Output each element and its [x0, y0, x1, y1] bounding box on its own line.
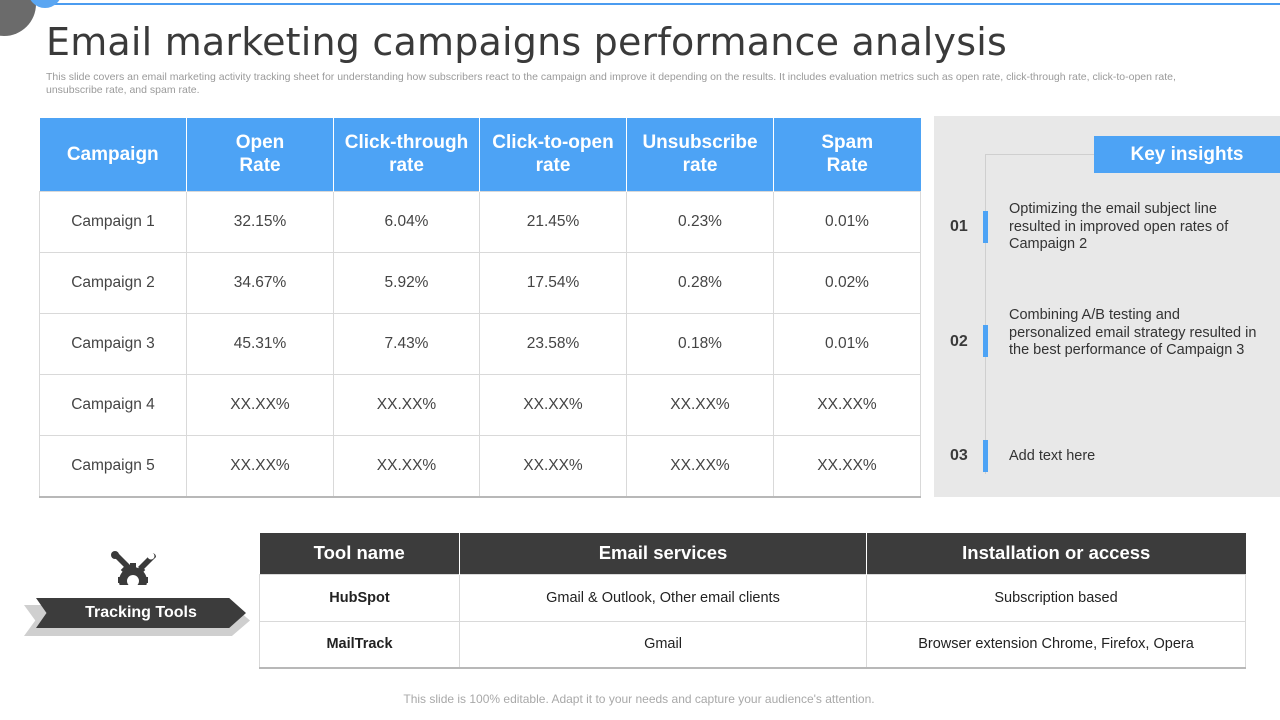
header-click-to-open-rate: Click-to-open rate [479, 118, 627, 191]
cell-tool-name: MailTrack [259, 620, 460, 669]
insight-number: 01 [950, 218, 968, 235]
tools-header-row: Tool name Email services Installation or… [259, 533, 1246, 574]
table-row: Campaign 4 XX.XX% XX.XX% XX.XX% XX.XX% X… [39, 374, 921, 437]
insight-number: 03 [950, 447, 968, 464]
header-tool-name: Tool name [259, 533, 460, 574]
cell-tool-name: HubSpot [259, 573, 460, 622]
cell-open-rate: XX.XX% [186, 435, 334, 498]
footer-text: This slide is 100% editable. Adapt it to… [403, 692, 875, 706]
cell-click-through-rate: 7.43% [333, 312, 480, 376]
cell-click-to-open-rate: XX.XX% [479, 435, 627, 498]
cell-installation-access: Browser extension Chrome, Firefox, Opera [866, 620, 1246, 669]
table-header-row: Campaign Open Rate Click-through rate Cl… [39, 118, 921, 191]
insight-text: Optimizing the email subject line result… [1009, 201, 1229, 252]
insight-number: 02 [950, 333, 968, 350]
cell-spam-rate: 0.01% [773, 190, 921, 253]
page-title: Email marketing campaigns performance an… [46, 20, 1007, 64]
cell-click-to-open-rate: XX.XX% [479, 374, 627, 437]
key-insights-panel [934, 116, 1280, 497]
cell-unsubscribe-rate: XX.XX% [626, 374, 774, 437]
cell-click-through-rate: XX.XX% [333, 435, 480, 498]
table-row: Campaign 1 32.15% 6.04% 21.45% 0.23% 0.0… [39, 190, 921, 253]
footer-note: This slide is 100% editable. Adapt it to… [0, 692, 1280, 706]
cell-open-rate: 34.67% [186, 251, 334, 314]
table-row: Campaign 5 XX.XX% XX.XX% XX.XX% XX.XX% X… [39, 435, 921, 498]
insights-timeline-line [985, 154, 986, 474]
cell-installation-access: Subscription based [866, 573, 1246, 622]
cell-open-rate: XX.XX% [186, 374, 334, 437]
header-unsubscribe-rate: Unsubscribe rate [626, 118, 774, 191]
cell-unsubscribe-rate: 0.28% [626, 251, 774, 314]
cell-spam-rate: XX.XX% [773, 374, 921, 437]
cell-click-to-open-rate: 17.54% [479, 251, 627, 314]
insights-connector-line [985, 154, 1095, 155]
campaign-metrics-table: Campaign Open Rate Click-through rate Cl… [39, 118, 921, 498]
cell-click-through-rate: 6.04% [333, 190, 480, 253]
cell-email-services: Gmail & Outlook, Other email clients [459, 573, 867, 622]
cell-campaign: Campaign 2 [39, 251, 187, 314]
tracking-tools-table: Tool name Email services Installation or… [259, 533, 1246, 669]
corner-decoration-grey [0, 0, 36, 36]
table-row: Campaign 3 45.31% 7.43% 23.58% 0.18% 0.0… [39, 312, 921, 376]
header-open-rate: Open Rate [186, 118, 334, 191]
cell-open-rate: 45.31% [186, 312, 334, 376]
corner-decoration-blue [28, 0, 62, 8]
tools-gear-icon [108, 551, 158, 595]
header-email-services: Email services [459, 533, 867, 574]
key-insights-title: Key insights [1094, 136, 1280, 173]
cell-campaign: Campaign 3 [39, 312, 187, 376]
insight-marker [983, 325, 988, 357]
cell-open-rate: 32.15% [186, 190, 334, 253]
tracking-tools-label: Tracking Tools [36, 598, 246, 628]
cell-unsubscribe-rate: XX.XX% [626, 435, 774, 498]
cell-spam-rate: 0.01% [773, 312, 921, 376]
cell-campaign: Campaign 1 [39, 190, 187, 253]
top-accent-line [0, 3, 1280, 5]
insight-text: Combining A/B testing and personalized e… [1009, 307, 1257, 358]
cell-unsubscribe-rate: 0.23% [626, 190, 774, 253]
cell-email-services: Gmail [459, 620, 867, 669]
insight-marker [983, 440, 988, 472]
cell-campaign: Campaign 5 [39, 435, 187, 498]
cell-campaign: Campaign 4 [39, 374, 187, 437]
header-spam-rate: Spam Rate [773, 118, 921, 191]
insight-text: Add text here [1009, 448, 1096, 464]
table-row: MailTrack Gmail Browser extension Chrome… [259, 620, 1246, 669]
table-row: HubSpot Gmail & Outlook, Other email cli… [259, 573, 1246, 622]
cell-spam-rate: 0.02% [773, 251, 921, 314]
cell-spam-rate: XX.XX% [773, 435, 921, 498]
header-campaign: Campaign [39, 118, 187, 191]
cell-click-to-open-rate: 21.45% [479, 190, 627, 253]
cell-click-through-rate: 5.92% [333, 251, 480, 314]
insight-marker [983, 211, 988, 243]
cell-click-to-open-rate: 23.58% [479, 312, 627, 376]
cell-unsubscribe-rate: 0.18% [626, 312, 774, 376]
table-row: Campaign 2 34.67% 5.92% 17.54% 0.28% 0.0… [39, 251, 921, 314]
page-subtitle: This slide covers an email marketing act… [46, 71, 1176, 96]
cell-click-through-rate: XX.XX% [333, 374, 480, 437]
header-installation-access: Installation or access [866, 533, 1246, 574]
header-click-through-rate: Click-through rate [333, 118, 480, 191]
